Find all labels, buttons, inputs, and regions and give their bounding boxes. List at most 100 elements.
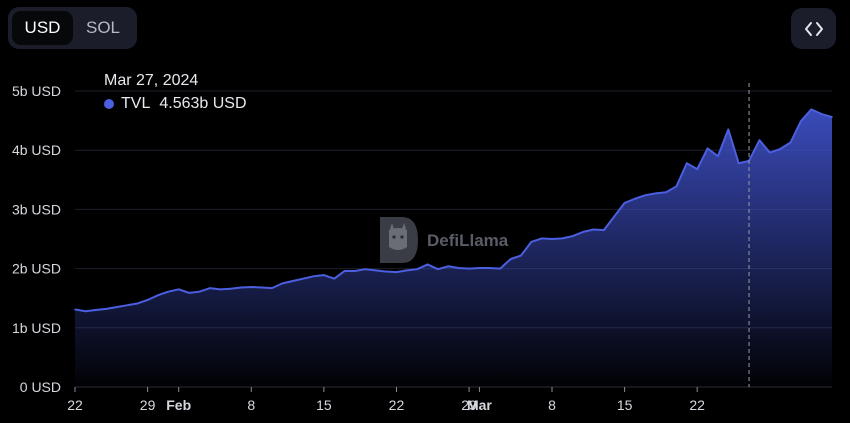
tvl-point	[457, 267, 460, 269]
x-tick-label: 29	[140, 397, 156, 413]
tvl-point	[768, 151, 771, 154]
watermark: DefiLlama	[380, 217, 509, 263]
tvl-point	[229, 287, 232, 290]
tvl-point	[779, 148, 781, 150]
x-tick-label: 8	[548, 397, 556, 413]
tvl-point	[623, 202, 626, 204]
tvl-point	[530, 241, 533, 243]
tvl-point	[302, 277, 304, 280]
tvl-point	[488, 267, 491, 269]
tvl-point	[126, 304, 128, 307]
tvl-point	[810, 108, 813, 111]
tvl-series	[74, 83, 833, 388]
tvl-point	[551, 238, 553, 240]
tvl-point	[727, 128, 730, 131]
watermark-text: DefiLlama	[427, 231, 509, 250]
toggle-sol-button[interactable]: SOL	[85, 18, 121, 37]
tvl-point	[84, 310, 87, 313]
tvl-point	[333, 277, 336, 280]
tvl-point	[136, 302, 139, 305]
x-tick-label: 15	[617, 397, 633, 413]
tvl-point	[416, 268, 419, 270]
tvl-point	[675, 185, 678, 188]
tvl-point	[758, 139, 761, 141]
tvl-point	[209, 287, 211, 289]
tvl-point	[696, 168, 698, 170]
tvl-point	[426, 263, 429, 266]
x-tick-label: Feb	[166, 397, 191, 413]
currency-toggle: USD SOL	[8, 7, 137, 49]
tooltip-series-name: TVL	[121, 95, 151, 112]
tooltip-row: TVL 4.563b USD	[104, 95, 247, 113]
toggle-usd-button[interactable]: USD	[12, 11, 73, 45]
tvl-point	[198, 290, 201, 293]
tvl-point	[94, 309, 97, 311]
tvl-point	[520, 254, 522, 257]
embed-button[interactable]	[791, 8, 836, 49]
tvl-point	[789, 141, 792, 144]
llama-logo-icon	[380, 217, 418, 263]
x-tick-label: 22	[389, 397, 405, 413]
tvl-point	[395, 271, 398, 273]
y-tick-label: 3b USD	[12, 201, 61, 217]
tvl-point	[717, 155, 719, 157]
y-tick-label: 4b USD	[12, 142, 61, 158]
tvl-point	[250, 286, 253, 288]
tvl-point	[582, 231, 584, 233]
tvl-point	[312, 275, 315, 278]
tvl-point	[157, 294, 159, 297]
tvl-area	[75, 109, 832, 388]
tvl-point	[146, 299, 149, 301]
tvl-point	[385, 270, 387, 273]
tvl-point	[468, 267, 470, 270]
tvl-point	[291, 280, 294, 282]
tvl-point	[509, 258, 512, 260]
tvl-point	[374, 269, 377, 272]
tvl-point	[478, 267, 481, 269]
tvl-point	[219, 288, 221, 291]
tvl-point	[686, 162, 688, 165]
tvl-point	[603, 229, 605, 231]
tvl-point	[561, 237, 564, 240]
y-tick-label: 5b USD	[12, 83, 61, 99]
tvl-legend-dot	[104, 99, 114, 109]
tvl-point	[499, 267, 501, 270]
x-tick-label: 22	[689, 397, 705, 413]
tvl-point	[571, 235, 574, 237]
x-tick-label: 8	[247, 397, 255, 413]
tvl-point	[447, 265, 450, 268]
tvl-point	[665, 191, 667, 194]
tvl-point	[74, 308, 76, 311]
tvl-point	[613, 215, 616, 218]
tvl-point	[167, 290, 170, 293]
tvl-point	[406, 269, 408, 272]
tvl-line	[74, 108, 833, 313]
tvl-point	[706, 147, 709, 150]
tvl-point	[364, 268, 367, 270]
tvl-point	[820, 113, 823, 115]
x-tick-label: 15	[316, 397, 332, 413]
tvl-point	[323, 274, 325, 276]
tvl-point	[115, 306, 118, 308]
tvl-point	[281, 282, 284, 285]
tvl-point	[540, 237, 543, 240]
tvl-point	[177, 288, 180, 291]
tvl-point	[654, 192, 657, 195]
tvl-point	[634, 197, 636, 200]
tvl-point	[271, 287, 273, 289]
tvl-point	[260, 286, 263, 289]
x-tick-label: Mar	[467, 397, 492, 413]
tvl-point	[592, 228, 595, 231]
tvl-point	[737, 162, 740, 165]
y-tick-label: 2b USD	[12, 261, 61, 277]
code-brackets-icon	[804, 21, 823, 36]
tvl-point	[354, 270, 356, 272]
tooltip-value: 4.563b USD	[159, 95, 247, 112]
y-tick-label: 1b USD	[12, 320, 61, 336]
tvl-point	[800, 120, 802, 122]
tvl-point	[240, 286, 242, 289]
tvl-point	[343, 270, 346, 272]
x-tick-label: 29	[461, 397, 477, 413]
x-tick-label: 22	[67, 397, 83, 413]
